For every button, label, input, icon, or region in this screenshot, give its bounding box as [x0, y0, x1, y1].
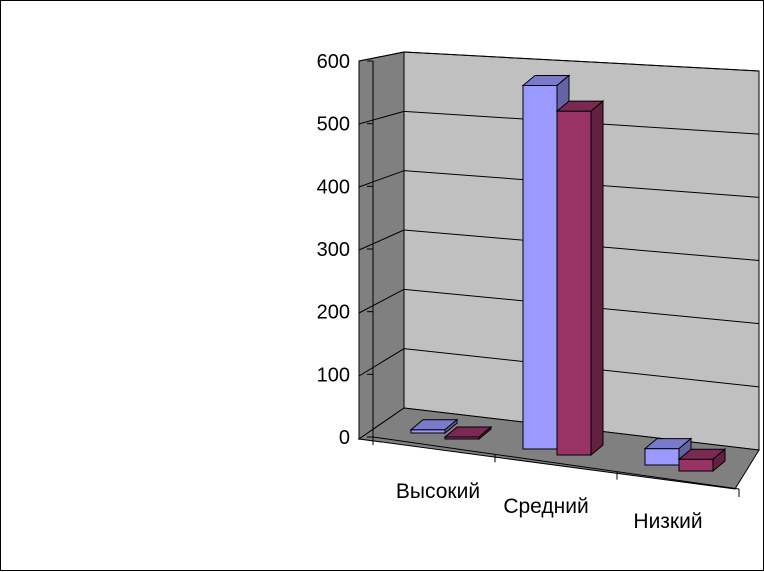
- category-labels: Высокий Средний Низкий: [396, 480, 703, 533]
- y-axis-ticks: 0 100 200 300 400 500 600: [317, 51, 373, 449]
- gridline-side: [358, 170, 405, 188]
- gridline-side: [358, 229, 405, 251]
- gridline-side: [358, 110, 405, 125]
- category-label: Средний: [503, 495, 588, 518]
- gridline: [403, 51, 760, 72]
- y-tick-label: 0: [339, 427, 350, 449]
- y-tick-label: 100: [317, 364, 350, 386]
- gridline-side: [358, 51, 405, 62]
- y-tick-label: 500: [317, 114, 350, 136]
- bars: [409, 74, 727, 473]
- x-axis-line: [372, 436, 740, 490]
- gridline-side: [358, 288, 405, 314]
- side-wall: [358, 51, 405, 440]
- bar-2-Низкий: [677, 448, 727, 473]
- category-label: Низкий: [633, 510, 702, 533]
- y-tick-label: 200: [317, 302, 350, 324]
- x-axis-ticks: [372, 437, 740, 497]
- y-tick-label: 600: [317, 51, 350, 73]
- bar-2-Высокий: [443, 425, 493, 441]
- bar-2-Средний: [555, 100, 605, 457]
- y-tick-label: 400: [317, 176, 350, 198]
- category-label: Высокий: [396, 480, 480, 503]
- y-tick-label: 300: [317, 239, 350, 261]
- bar-1-Высокий: [409, 418, 459, 435]
- gridline-side: [358, 348, 405, 377]
